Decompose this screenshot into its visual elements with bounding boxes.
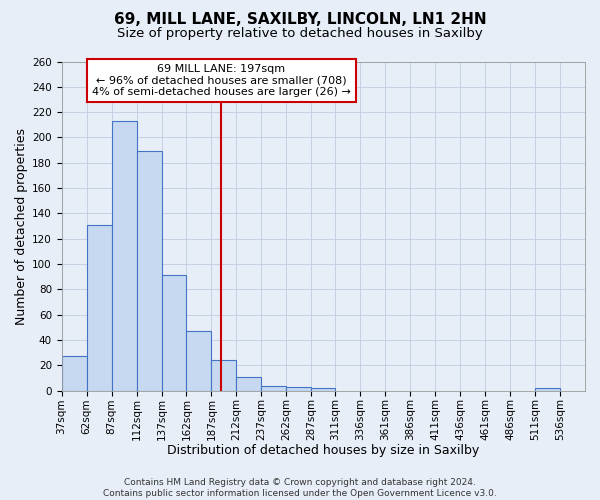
Bar — [311, 388, 335, 390]
Bar — [286, 387, 311, 390]
Bar — [137, 152, 161, 390]
Bar — [62, 356, 86, 390]
Bar — [262, 386, 286, 390]
Bar — [535, 388, 560, 390]
Bar — [187, 331, 211, 390]
X-axis label: Distribution of detached houses by size in Saxilby: Distribution of detached houses by size … — [167, 444, 479, 458]
Y-axis label: Number of detached properties: Number of detached properties — [15, 128, 28, 324]
Text: Contains HM Land Registry data © Crown copyright and database right 2024.
Contai: Contains HM Land Registry data © Crown c… — [103, 478, 497, 498]
Text: 69 MILL LANE: 197sqm
← 96% of detached houses are smaller (708)
4% of semi-detac: 69 MILL LANE: 197sqm ← 96% of detached h… — [92, 64, 351, 97]
Bar — [236, 376, 262, 390]
Bar — [211, 360, 236, 390]
Text: 69, MILL LANE, SAXILBY, LINCOLN, LN1 2HN: 69, MILL LANE, SAXILBY, LINCOLN, LN1 2HN — [113, 12, 487, 28]
Bar — [86, 225, 112, 390]
Bar — [161, 276, 187, 390]
Text: Size of property relative to detached houses in Saxilby: Size of property relative to detached ho… — [117, 28, 483, 40]
Bar — [112, 121, 137, 390]
